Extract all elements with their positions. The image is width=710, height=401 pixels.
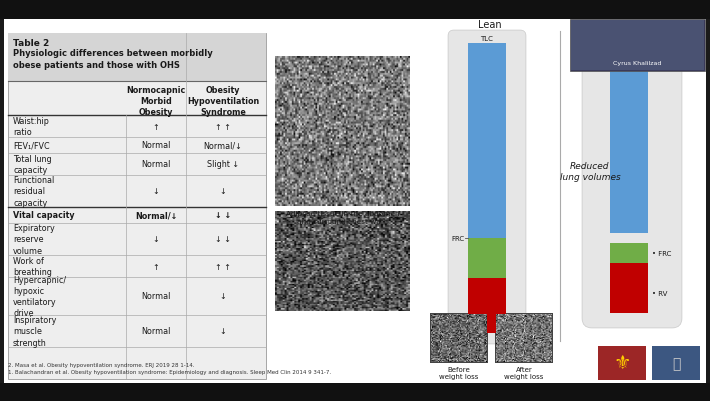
Bar [570,20,705,72]
Bar [610,243,648,263]
Text: Cyrus Khalilzad: Cyrus Khalilzad [613,61,661,66]
Text: Work of
breathing: Work of breathing [13,256,52,276]
Bar [8,34,266,379]
Text: After
weight loss: After weight loss [504,366,544,380]
Text: ↓: ↓ [219,327,226,336]
Bar [610,263,648,313]
Text: Inspiratory
muscle
strength: Inspiratory muscle strength [13,316,56,347]
Text: Normal: Normal [141,292,170,301]
Text: Lean: Lean [479,20,502,30]
Text: • RV: • RV [652,290,667,296]
Bar [495,313,553,363]
Bar [652,346,700,380]
Text: Before
weight loss: Before weight loss [439,366,479,380]
Text: Hypercapnic/
hypoxic
ventilatory
drive: Hypercapnic/ hypoxic ventilatory drive [13,275,66,317]
Text: Normal/↓: Normal/↓ [135,211,178,220]
Text: 2. Masa et al. Obesity hypoventilation syndrome. ERJ 2019 28 1-14.: 2. Masa et al. Obesity hypoventilation s… [8,362,195,367]
Text: ↑ ↑: ↑ ↑ [215,262,231,271]
Text: Slight ↓: Slight ↓ [207,160,239,169]
Bar [598,346,646,380]
Text: • TLC: • TLC [652,51,671,57]
Text: FEV₁/FVC: FEV₁/FVC [13,141,50,150]
Bar [610,54,648,233]
Text: ⚜: ⚜ [613,354,630,373]
Text: ↓: ↓ [153,235,159,244]
Text: Normal/↓: Normal/↓ [204,141,242,150]
Text: Normal: Normal [141,141,170,150]
Text: ↓: ↓ [219,187,226,196]
Text: Functional
residual
capacity: Functional residual capacity [13,176,54,207]
Text: 🦅: 🦅 [672,356,680,370]
Text: Waist:hip
ratio: Waist:hip ratio [13,117,50,137]
Text: ↓: ↓ [219,292,226,301]
Bar [571,21,704,71]
Text: Physiologic differences between morbidly
obese patients and those with OHS: Physiologic differences between morbidly… [13,49,213,70]
Bar [468,44,506,243]
Text: ↓ ↓: ↓ ↓ [215,211,231,220]
Text: Obesity
Hypoventilation
Syndrome: Obesity Hypoventilation Syndrome [187,86,259,117]
FancyBboxPatch shape [448,31,526,344]
Text: Vital capacity: Vital capacity [13,211,75,220]
Bar [275,57,410,207]
Text: Normal: Normal [141,327,170,336]
FancyBboxPatch shape [582,37,682,328]
Text: ↑: ↑ [153,262,159,271]
Text: Reduced
lung volumes: Reduced lung volumes [559,162,621,182]
Text: 1. Balachandran et al. Obesity hypoventilation syndrome: Epidemiology and diagno: 1. Balachandran et al. Obesity hypoventi… [8,369,331,374]
Bar [0,383,710,401]
Bar [430,313,488,363]
Text: Expiratory
reserve
volume: Expiratory reserve volume [13,224,55,255]
Text: Total lung
capacity: Total lung capacity [13,154,52,174]
Text: Normocapnic
Morbid
Obesity: Normocapnic Morbid Obesity [126,86,185,117]
Text: ↓ ↓: ↓ ↓ [215,235,231,244]
Bar [0,0,710,20]
Bar [275,211,410,311]
Text: Normal: Normal [141,160,170,169]
Text: • FRC: • FRC [652,250,672,256]
Text: FRC: FRC [451,235,464,241]
Bar [468,239,506,278]
Text: Adipose tissue in the abdomen
and surround chest walls: Adipose tissue in the abdomen and surrou… [285,211,399,224]
Text: ↑: ↑ [153,122,159,131]
Text: ▼ Obese: ▼ Obese [579,20,621,30]
Text: ↓: ↓ [153,187,159,196]
Text: ↑ ↑: ↑ ↑ [215,122,231,131]
Bar [468,278,506,333]
Bar [8,34,266,82]
Text: Table 2: Table 2 [13,39,49,48]
Text: TLC: TLC [481,36,493,42]
